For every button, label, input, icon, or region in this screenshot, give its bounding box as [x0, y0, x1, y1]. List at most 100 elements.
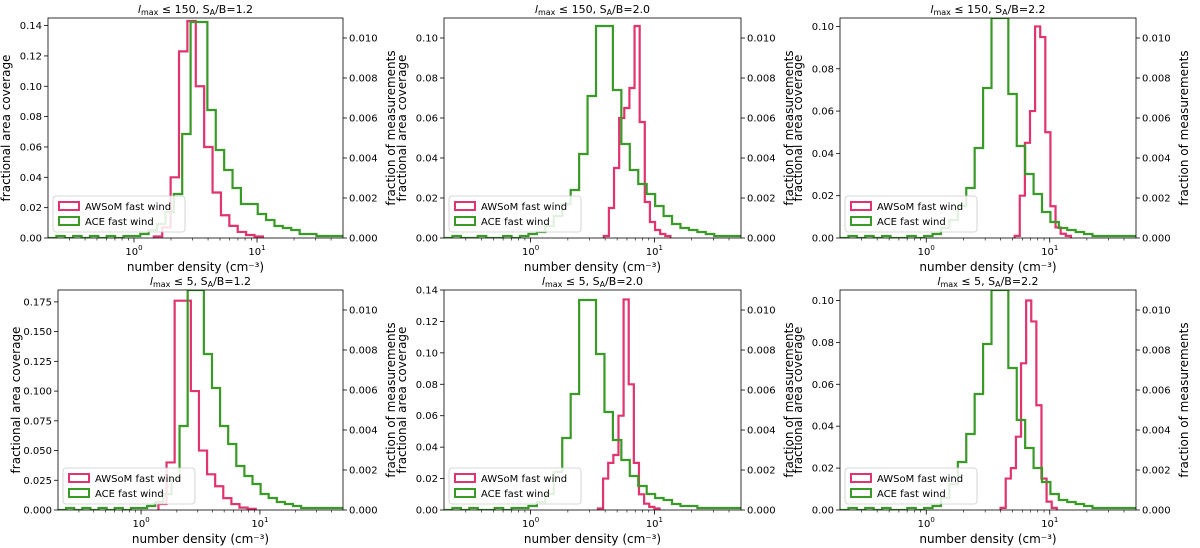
y-tick-label-right: 0.002 [1142, 194, 1171, 205]
legend-swatch-awsom [454, 201, 476, 211]
y-tick-label-left: 0.08 [812, 338, 834, 349]
y-tick-label-left: 0.075 [23, 416, 52, 427]
y-tick-label-left: 0.000 [23, 506, 52, 517]
legend-box [52, 195, 186, 233]
legend: AWSoM fast wind ACE fast wind [844, 467, 978, 505]
y-tick-label-left: 0.12 [20, 51, 42, 62]
x-axis-label: number density (cm⁻³) [919, 260, 1056, 274]
legend-swatch-ace [58, 216, 80, 226]
axes-frame [839, 17, 1137, 239]
x-tick-base: 10 [522, 519, 535, 530]
y-tick-label-left: 0.02 [812, 464, 834, 475]
title-l: l [535, 3, 538, 16]
legend-label-ace: ACE fast wind [481, 489, 550, 500]
legend: AWSoM fast wind ACE fast wind [448, 195, 582, 233]
y-tick-label-left: 0.150 [23, 327, 52, 338]
y-tick-label-right: 0.008 [747, 74, 776, 85]
x-tick-base: 10 [918, 519, 931, 530]
x-tick-base: 10 [522, 247, 535, 258]
y-axis-label-right: fraction of measurements [1177, 50, 1191, 205]
y-tick-label-right: 0.000 [747, 506, 776, 517]
x-tick-base: 10 [646, 247, 659, 258]
awsom-histogram [999, 299, 1058, 510]
y-tick-label-left: 0.10 [20, 82, 42, 93]
y-tick-label-right: 0.002 [747, 466, 776, 477]
awsom-histogram [596, 298, 661, 510]
x-tick-label: 100 [125, 244, 142, 258]
y-axis-label-left: fractional area coverage [791, 55, 805, 202]
title-l: l [150, 275, 153, 288]
y-tick-label-right: 0.002 [349, 466, 378, 477]
y-tick-label-left: 0.10 [812, 22, 834, 33]
y-tick-label-right: 0.006 [747, 386, 776, 397]
ace-histogram [840, 290, 1136, 510]
title-sub2: A [208, 280, 214, 289]
awsom-histogram [157, 299, 257, 510]
x-axis-label: number density (cm⁻³) [919, 532, 1056, 546]
x-axis-label: number density (cm⁻³) [127, 260, 264, 274]
x-tick-base: 10 [1041, 247, 1054, 258]
title-tail: /B=2.2 [1001, 275, 1039, 288]
title-tail: /B=2.0 [612, 3, 650, 16]
y-tick-label-right: 0.004 [747, 426, 776, 437]
y-tick-label-left: 0.00 [812, 234, 834, 245]
y-tick-label-left: 0.00 [20, 234, 42, 245]
x-tick-exp: 0 [930, 516, 934, 524]
y-tick-label-left: 0.04 [812, 422, 834, 433]
title-l: l [542, 275, 545, 288]
awsom-histogram [602, 24, 672, 238]
y-tick-label-right: 0.004 [349, 426, 378, 437]
y-axis-label-right: fraction of measurements [1177, 322, 1191, 477]
y-tick-label-right: 0.008 [1142, 346, 1171, 357]
y-tick-label-right: 0.002 [349, 194, 378, 205]
title-rest: ≤ 5, S [562, 275, 599, 288]
legend: AWSoM fast wind ACE fast wind [62, 467, 196, 505]
title-sub2: A [600, 280, 606, 289]
y-tick-label-left: 0.00 [812, 506, 834, 517]
legend-label-awsom: AWSoM fast wind [877, 474, 963, 485]
y-tick-label-right: 0.004 [349, 154, 378, 165]
title-l: l [937, 275, 940, 288]
panel-title: lmax ≤ 5, SA/B=2.2 [937, 275, 1038, 289]
y-tick-label-left: 0.02 [812, 191, 834, 202]
x-tick-base: 10 [918, 247, 931, 258]
y-tick-label-left: 0.10 [416, 34, 438, 45]
y-tick-label-right: 0.010 [349, 306, 378, 317]
panel-title: lmax ≤ 150, SA/B=2.0 [535, 3, 650, 17]
y-tick-label-right: 0.004 [747, 154, 776, 165]
x-tick-exp: 1 [1054, 244, 1058, 252]
x-tick-label: 100 [918, 244, 935, 258]
x-tick-base: 10 [1041, 519, 1054, 530]
y-axis-label-right: fraction of measurements [384, 50, 398, 205]
y-tick-label-right: 0.006 [1142, 114, 1171, 125]
title-sub: max [545, 280, 563, 289]
y-axis-label-right: fraction of measurements [384, 322, 398, 477]
axes-frame [443, 289, 742, 511]
y-tick-label-right: 0.006 [1142, 386, 1171, 397]
y-tick-label-right: 0.006 [349, 114, 378, 125]
title-sub: max [940, 280, 958, 289]
y-tick-label-left: 0.04 [812, 149, 834, 160]
y-tick-label-right: 0.000 [747, 234, 776, 245]
x-tick-base: 10 [248, 247, 261, 258]
x-tick-exp: 0 [138, 244, 142, 252]
awsom-histogram [1013, 25, 1072, 238]
legend-swatch-awsom [850, 201, 872, 211]
panel-title: lmax ≤ 5, SA/B=2.0 [542, 275, 643, 289]
x-tick-base: 10 [132, 519, 145, 530]
x-tick-label: 100 [918, 516, 935, 530]
x-tick-exp: 0 [535, 516, 539, 524]
y-tick-label-left: 0.14 [416, 286, 438, 297]
x-tick-exp: 0 [930, 244, 934, 252]
y-tick-label-right: 0.008 [349, 74, 378, 85]
x-axis-label: number density (cm⁻³) [524, 532, 661, 546]
x-tick-exp: 0 [535, 244, 539, 252]
y-tick-label-left: 0.125 [23, 357, 52, 368]
axes-frame [443, 17, 742, 239]
y-tick-label-left: 0.06 [416, 411, 438, 422]
x-tick-exp: 1 [659, 516, 663, 524]
y-tick-label-left: 0.175 [23, 297, 52, 308]
y-tick-label-right: 0.010 [349, 34, 378, 45]
x-tick-exp: 1 [264, 516, 268, 524]
legend-box [62, 467, 196, 505]
